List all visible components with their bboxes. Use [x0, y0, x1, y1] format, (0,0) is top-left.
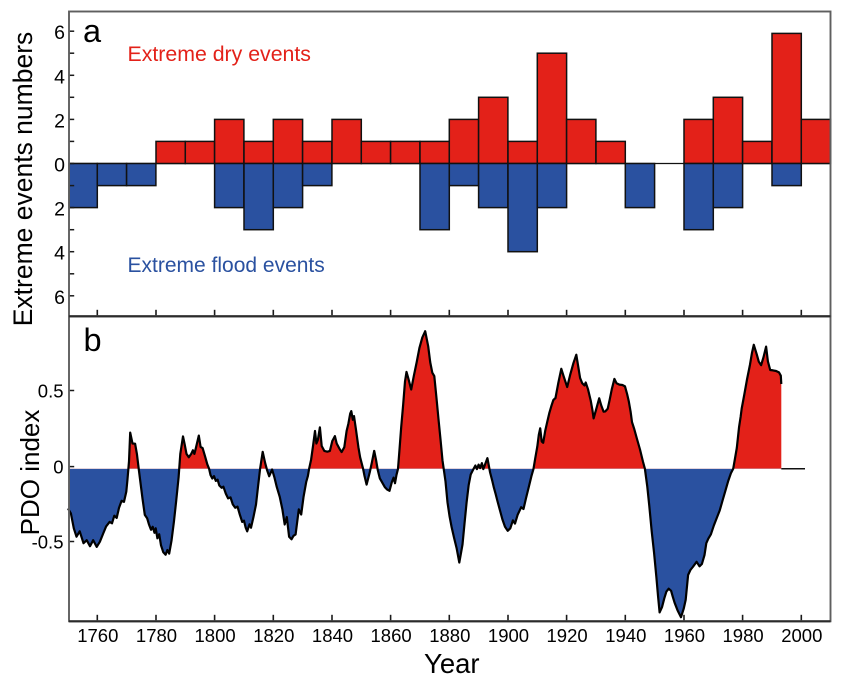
svg-text:1900: 1900 — [488, 625, 529, 646]
svg-text:2: 2 — [54, 110, 65, 132]
svg-text:b: b — [84, 322, 102, 358]
svg-text:a: a — [83, 13, 102, 49]
svg-text:Extreme dry events: Extreme dry events — [128, 42, 311, 66]
svg-text:0: 0 — [54, 155, 65, 177]
svg-text:6: 6 — [54, 287, 65, 309]
svg-text:1980: 1980 — [723, 625, 764, 646]
svg-text:1860: 1860 — [371, 625, 412, 646]
svg-text:1940: 1940 — [605, 625, 646, 646]
svg-text:1840: 1840 — [312, 625, 353, 646]
svg-text:1780: 1780 — [136, 625, 177, 646]
svg-text:1920: 1920 — [547, 625, 588, 646]
svg-text:1960: 1960 — [664, 625, 705, 646]
svg-text:2000: 2000 — [781, 625, 822, 646]
svg-text:-0.5: -0.5 — [32, 532, 64, 553]
svg-text:1760: 1760 — [77, 625, 118, 646]
svg-text:2: 2 — [54, 199, 65, 221]
svg-text:PDO index: PDO index — [15, 410, 45, 536]
svg-text:1880: 1880 — [429, 625, 470, 646]
svg-text:0: 0 — [53, 457, 63, 478]
svg-text:1820: 1820 — [253, 625, 294, 646]
svg-text:Year: Year — [424, 648, 480, 679]
svg-text:1800: 1800 — [195, 625, 236, 646]
svg-text:6: 6 — [54, 22, 65, 44]
svg-text:0.5: 0.5 — [38, 381, 64, 402]
svg-text:Extreme flood events: Extreme flood events — [128, 254, 325, 277]
svg-text:4: 4 — [54, 66, 65, 88]
svg-text:4: 4 — [54, 243, 65, 265]
svg-text:Extreme events numbers: Extreme events numbers — [8, 32, 38, 327]
